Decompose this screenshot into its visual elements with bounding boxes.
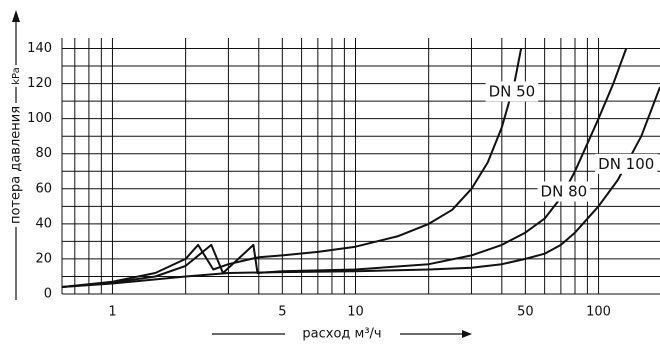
series-label: DN 80: [541, 183, 588, 201]
y-axis-title: потера давления kPa: [5, 10, 28, 300]
x-tick-label: 1: [108, 305, 116, 320]
arrow-head: [462, 330, 472, 338]
x-label: расход м³/ч: [302, 327, 381, 342]
curve: [61, 48, 628, 288]
curve: [61, 86, 660, 288]
y-unit: kPa: [11, 67, 22, 85]
y-tick-label: 140: [27, 41, 52, 56]
label-background: [537, 181, 591, 202]
y-label: потера давления: [9, 106, 24, 224]
x-tick-label: 10: [347, 305, 364, 320]
y-tick-label: 0: [44, 287, 52, 302]
x-tick-label: 50: [517, 305, 534, 320]
y-tick-label: 80: [35, 146, 52, 161]
y-tick-label: 120: [27, 76, 52, 91]
x-tick-label: 100: [586, 305, 611, 320]
curve: [61, 48, 523, 288]
y-tick-label: 40: [35, 216, 52, 231]
y-tick-label: 60: [35, 181, 52, 196]
x-tick-label: 5: [278, 305, 286, 320]
plot-area: [61, 38, 660, 295]
series-label: DN 100: [598, 155, 654, 173]
series-label: DN 50: [489, 82, 536, 100]
arrow-head: [12, 10, 20, 22]
label-background: [485, 81, 539, 102]
y-tick-label: 20: [35, 251, 52, 266]
x-axis-title: расход м³/ч: [212, 327, 472, 342]
label-background: [595, 153, 658, 174]
y-tick-label: 100: [27, 111, 52, 126]
